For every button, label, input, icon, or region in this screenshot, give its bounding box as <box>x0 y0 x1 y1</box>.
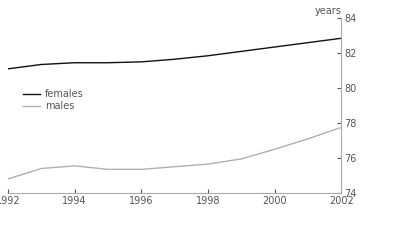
Text: years: years <box>314 6 341 16</box>
females <box>106 61 110 64</box>
males <box>339 126 344 129</box>
males <box>6 178 10 180</box>
females <box>272 46 277 48</box>
females <box>172 58 177 61</box>
Line: females: females <box>8 38 341 69</box>
Legend: females, males: females, males <box>23 89 84 111</box>
females <box>139 61 144 63</box>
Line: males: males <box>8 127 341 179</box>
males <box>272 148 277 151</box>
males <box>239 158 244 160</box>
females <box>72 61 77 64</box>
males <box>306 137 310 140</box>
females <box>39 63 44 66</box>
females <box>339 37 344 40</box>
males <box>206 163 210 165</box>
females <box>6 67 10 70</box>
females <box>239 50 244 53</box>
males <box>139 168 144 171</box>
males <box>72 165 77 167</box>
males <box>106 168 110 171</box>
males <box>172 165 177 168</box>
females <box>306 41 310 44</box>
males <box>39 167 44 170</box>
females <box>206 54 210 57</box>
